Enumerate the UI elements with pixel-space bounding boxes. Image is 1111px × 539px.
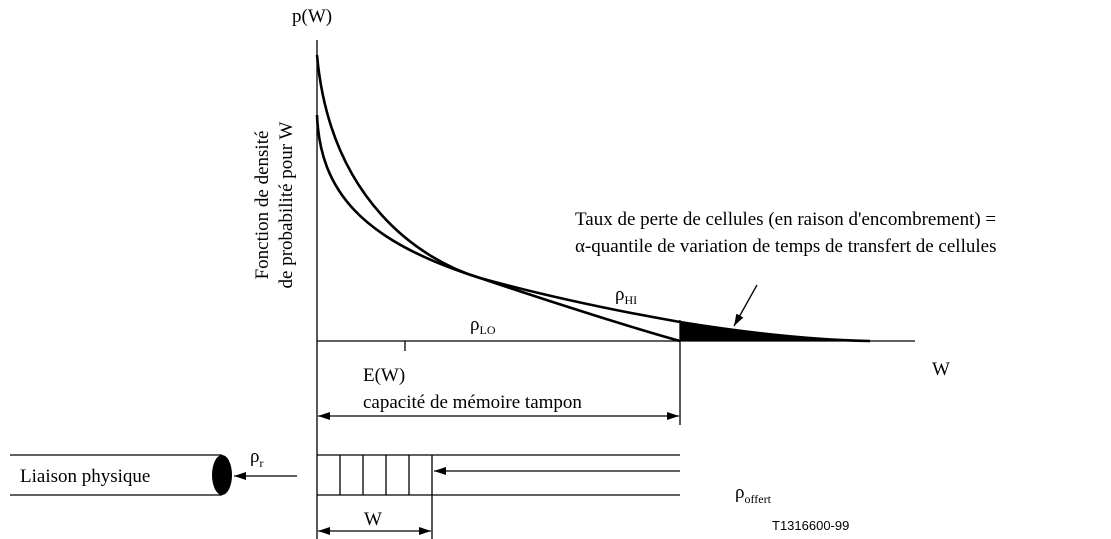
annotation-arrow bbox=[733, 284, 758, 327]
y-label: p(W) bbox=[292, 6, 332, 27]
mean-label: E(W) bbox=[363, 365, 405, 386]
y-title-line: Fonction de densité bbox=[252, 131, 273, 280]
rate-in: ρoffert bbox=[735, 482, 772, 506]
queue-label: W bbox=[364, 509, 382, 530]
curve-lo bbox=[315, 114, 681, 343]
link-end bbox=[212, 455, 232, 495]
curve-hi-label: ρHI bbox=[615, 284, 637, 307]
cells bbox=[339, 455, 433, 495]
link-label: Liaison physique bbox=[20, 466, 150, 487]
y-title-line: de probabilité pour W bbox=[276, 121, 297, 288]
annotation: Taux de perte de cellules (en raison d'e… bbox=[575, 209, 996, 230]
figure-id: T1316600-99 bbox=[772, 518, 849, 533]
y-title: Fonction de densité de probabilité pour … bbox=[252, 121, 297, 288]
curve-hi bbox=[315, 54, 871, 343]
curve-lo-label: ρLO bbox=[470, 314, 496, 337]
buffer-label: capacité de mémoire tampon bbox=[363, 392, 582, 413]
annotation: α-quantile de variation de temps de tran… bbox=[575, 236, 996, 257]
x-label: W bbox=[932, 359, 950, 380]
rate-out: ρr bbox=[250, 446, 263, 470]
loss-area bbox=[680, 322, 870, 341]
